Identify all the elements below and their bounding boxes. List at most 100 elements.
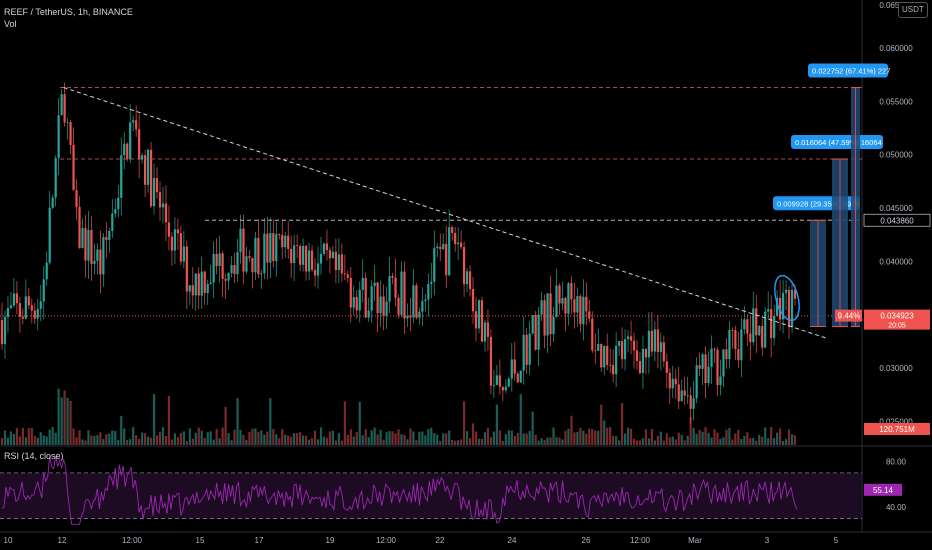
volume-bar — [90, 435, 93, 445]
candle-body — [152, 178, 156, 207]
currency-badge[interactable]: USDT — [898, 2, 928, 18]
candle-body — [439, 246, 442, 250]
candle-body — [770, 309, 773, 339]
candle-body — [218, 253, 221, 267]
volume-bar — [146, 436, 150, 445]
volume-bar — [638, 440, 642, 445]
candle-body — [39, 301, 42, 309]
volume-bar — [281, 429, 284, 445]
volume-bar — [30, 428, 33, 445]
volume-bar — [558, 437, 561, 445]
volume-bar — [543, 439, 546, 445]
volume-bar — [272, 428, 275, 445]
volume-bar — [170, 439, 174, 445]
candle-body — [33, 310, 36, 319]
volume-bar — [462, 401, 466, 445]
volume-bar — [477, 438, 481, 445]
volume-bar — [412, 431, 415, 445]
volume-bar — [615, 436, 618, 445]
candle-body — [319, 253, 323, 264]
volume-bar — [436, 434, 439, 445]
volume-bar — [182, 431, 185, 445]
volume-bar — [346, 434, 349, 445]
candle-body — [725, 349, 728, 360]
candle-body — [764, 311, 767, 348]
candle-body — [474, 311, 478, 329]
price-tick: 0.025000 — [879, 418, 913, 427]
candle-body — [24, 296, 27, 319]
candle-body — [519, 370, 522, 383]
candle-body — [486, 322, 490, 337]
candle-body — [391, 275, 394, 278]
candle-body — [692, 398, 695, 409]
volume-bar — [42, 435, 45, 445]
candle-body — [230, 265, 233, 273]
volume-bar — [51, 427, 54, 445]
candle-body — [69, 122, 72, 145]
volume-bar — [155, 435, 159, 445]
candle-body — [746, 319, 749, 334]
candle-body — [337, 254, 340, 270]
volume-bar — [245, 440, 248, 445]
candle-body — [343, 273, 346, 275]
volume-bar — [361, 435, 364, 445]
candle-body — [728, 330, 731, 360]
volume-bar — [525, 433, 528, 445]
volume-bar — [680, 434, 683, 445]
volume-bar — [573, 432, 576, 445]
candle-body — [621, 341, 624, 360]
volume-bar — [176, 437, 179, 445]
volume-bar — [549, 437, 552, 445]
volume-bar — [773, 438, 776, 445]
candle-body — [331, 251, 335, 259]
target-label: 0.022752 (67.41%) 227 — [812, 67, 890, 76]
volume-bar — [158, 431, 162, 445]
candle-body — [758, 326, 761, 336]
candle-body — [239, 228, 242, 253]
candle-body — [665, 361, 668, 373]
volume-bar — [480, 438, 484, 445]
volume-value: 120.751M — [879, 425, 915, 434]
candle-body — [743, 319, 746, 330]
volume-bar — [474, 431, 478, 445]
candle-body — [164, 203, 168, 223]
time-tick: 24 — [508, 536, 517, 545]
volume-bar — [567, 428, 570, 445]
candle-body — [385, 301, 388, 316]
candle-body — [296, 245, 299, 247]
candle-body — [397, 297, 400, 315]
volume-bar — [266, 431, 269, 445]
volume-bar — [45, 436, 48, 445]
volume-bar — [468, 438, 472, 445]
candle-body — [495, 375, 498, 386]
volume-bar — [743, 436, 746, 445]
volume-bar — [322, 436, 326, 445]
volume-bar — [54, 432, 57, 445]
candle-body — [531, 315, 534, 334]
volume-bar — [194, 432, 197, 445]
candle-body — [421, 301, 424, 312]
candle-body — [72, 144, 75, 191]
volume-bar — [779, 428, 782, 445]
rsi-current-bg — [864, 483, 902, 496]
volume-bar — [445, 433, 448, 445]
volume-bar — [105, 434, 108, 445]
time-tick: 10 — [4, 536, 13, 545]
candle-body — [367, 310, 370, 318]
candle-body — [81, 228, 84, 248]
volume-bar — [728, 428, 731, 445]
candle-body — [433, 248, 436, 282]
volume-bar — [784, 439, 788, 445]
volume-bar — [540, 438, 543, 445]
volume-bar — [206, 432, 209, 445]
volume-bar — [612, 435, 615, 445]
level-label: 0.043860 — [880, 216, 914, 225]
volume-bar — [626, 427, 630, 445]
volume-bar — [513, 435, 516, 445]
candle-body — [42, 279, 45, 302]
volume-bar — [716, 432, 719, 445]
candle-body — [716, 349, 719, 386]
candle-body — [358, 289, 361, 311]
candle-body — [588, 311, 591, 319]
